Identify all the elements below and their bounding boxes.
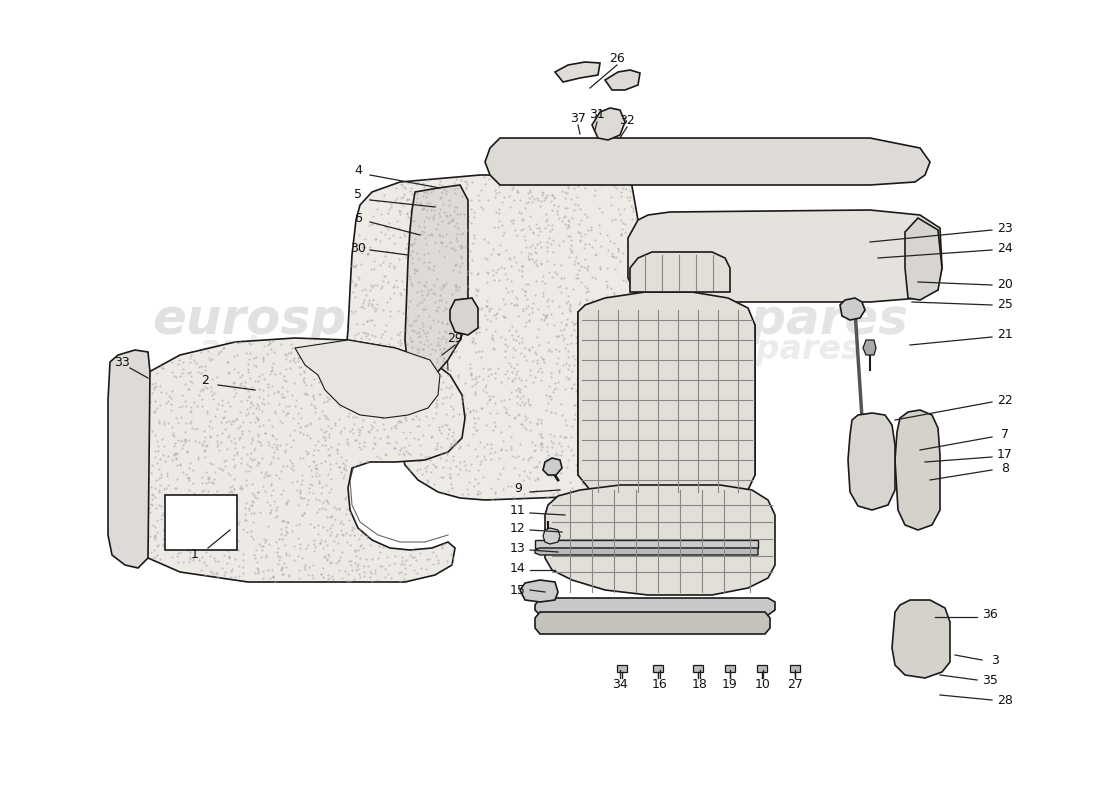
Text: eurospares: eurospares: [152, 296, 468, 344]
Polygon shape: [535, 598, 776, 615]
Text: 10: 10: [755, 678, 771, 691]
Text: 19: 19: [722, 678, 738, 691]
Polygon shape: [790, 665, 800, 672]
Polygon shape: [295, 340, 440, 418]
Polygon shape: [653, 665, 663, 672]
Polygon shape: [450, 298, 478, 335]
Text: 1: 1: [191, 549, 199, 562]
Polygon shape: [535, 540, 758, 548]
Polygon shape: [725, 665, 735, 672]
Text: 21: 21: [997, 329, 1013, 342]
Text: auto spares: auto spares: [639, 334, 861, 366]
Text: 8: 8: [1001, 462, 1009, 474]
Polygon shape: [165, 495, 236, 550]
Text: 13: 13: [510, 542, 526, 554]
Text: 25: 25: [997, 298, 1013, 311]
Polygon shape: [693, 665, 703, 672]
Polygon shape: [543, 528, 560, 544]
Polygon shape: [848, 413, 895, 510]
Text: 2: 2: [201, 374, 209, 386]
Text: 18: 18: [692, 678, 708, 691]
Text: 27: 27: [788, 678, 803, 691]
Polygon shape: [757, 665, 767, 672]
Text: 14: 14: [510, 562, 526, 574]
Polygon shape: [108, 350, 150, 568]
Polygon shape: [535, 612, 770, 634]
Text: 30: 30: [350, 242, 366, 254]
Polygon shape: [895, 410, 940, 530]
Text: 11: 11: [510, 503, 526, 517]
Polygon shape: [556, 62, 600, 82]
Text: 17: 17: [997, 449, 1013, 462]
Text: 26: 26: [609, 51, 625, 65]
Polygon shape: [617, 665, 627, 672]
Text: 16: 16: [652, 678, 668, 691]
Text: 4: 4: [354, 163, 362, 177]
Polygon shape: [485, 138, 930, 185]
Text: 6: 6: [354, 211, 362, 225]
Text: auto spares: auto spares: [199, 334, 421, 366]
Text: 32: 32: [619, 114, 635, 126]
Polygon shape: [544, 485, 776, 595]
Polygon shape: [405, 185, 468, 380]
Text: 28: 28: [997, 694, 1013, 706]
Text: 35: 35: [982, 674, 998, 686]
Text: 29: 29: [447, 331, 463, 345]
Polygon shape: [905, 218, 942, 300]
Polygon shape: [520, 580, 558, 602]
Polygon shape: [543, 458, 562, 475]
Text: 20: 20: [997, 278, 1013, 291]
Polygon shape: [338, 175, 640, 500]
Text: 3: 3: [991, 654, 999, 666]
Text: 23: 23: [997, 222, 1013, 234]
Text: 33: 33: [114, 357, 130, 370]
Text: 5: 5: [354, 189, 362, 202]
Polygon shape: [592, 108, 625, 140]
Polygon shape: [630, 252, 730, 292]
Text: 9: 9: [514, 482, 521, 494]
Polygon shape: [840, 298, 865, 320]
Text: 22: 22: [997, 394, 1013, 406]
Text: eurospares: eurospares: [592, 296, 908, 344]
Polygon shape: [605, 70, 640, 90]
Polygon shape: [628, 210, 942, 302]
Polygon shape: [892, 600, 950, 678]
Text: 36: 36: [982, 609, 998, 622]
Text: 24: 24: [997, 242, 1013, 254]
Polygon shape: [864, 340, 876, 355]
Text: 34: 34: [612, 678, 628, 691]
Polygon shape: [578, 292, 755, 502]
Text: 12: 12: [510, 522, 526, 534]
Polygon shape: [535, 548, 758, 555]
Text: 31: 31: [590, 109, 605, 122]
Text: 15: 15: [510, 583, 526, 597]
Polygon shape: [116, 338, 465, 582]
Text: 7: 7: [1001, 429, 1009, 442]
Text: 37: 37: [570, 111, 586, 125]
